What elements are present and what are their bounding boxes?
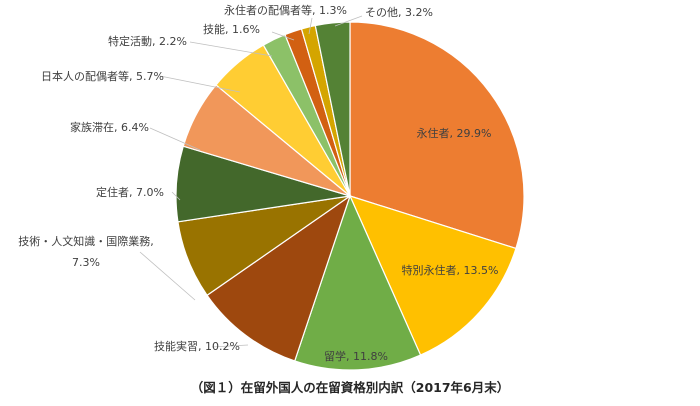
pie-slice-2 xyxy=(348,195,517,356)
leader-line-9 xyxy=(189,41,273,57)
leader-lines xyxy=(139,15,363,348)
data-label-9: 特定活動, 2.2% xyxy=(108,34,187,48)
data-label-value-5: 7.3% xyxy=(72,256,100,269)
data-label-4: 技能実習, 10.2% xyxy=(154,339,240,353)
data-label-3: 留学, 11.8% xyxy=(324,349,388,363)
leader-line-5 xyxy=(139,251,196,301)
data-labels: 永住者, 29.9% 特別永住者, 13.5% 留学, 11.8% 技能実習, 10.… xyxy=(18,3,498,363)
data-label-11: 永住者の配偶者等, 1.3% xyxy=(224,3,347,17)
pie-slices xyxy=(175,21,525,371)
data-label-6: 定住者, 7.0% xyxy=(96,185,164,199)
leader-line-4 xyxy=(211,344,249,348)
data-label-10: 技能, 1.6% xyxy=(203,22,260,36)
leader-line-7 xyxy=(149,127,201,151)
leader-line-12 xyxy=(334,15,363,27)
leader-line-10 xyxy=(271,31,295,41)
data-label-1: 永住者, 29.9% xyxy=(417,126,492,140)
data-label-12: その他, 3.2% xyxy=(365,6,433,19)
leader-line-8 xyxy=(159,75,241,93)
pie-slice-12 xyxy=(314,21,351,197)
pie-slice-4 xyxy=(206,194,352,362)
leader-line-6 xyxy=(171,191,181,201)
data-label-7: 家族滞在, 6.4% xyxy=(70,120,149,134)
leader-line-11 xyxy=(308,17,313,35)
data-label-5: 技術・人文知識・国際業務, xyxy=(18,234,154,248)
pie-slice-3 xyxy=(293,194,422,371)
pie-slice-1 xyxy=(349,21,525,250)
chart-title: （図１）在留外国人の在留資格別内訳（2017年6月末） xyxy=(191,380,510,395)
data-label-8: 日本人の配偶者等, 5.7% xyxy=(41,69,164,83)
data-label-2: 特別永住者, 13.5% xyxy=(402,263,499,277)
